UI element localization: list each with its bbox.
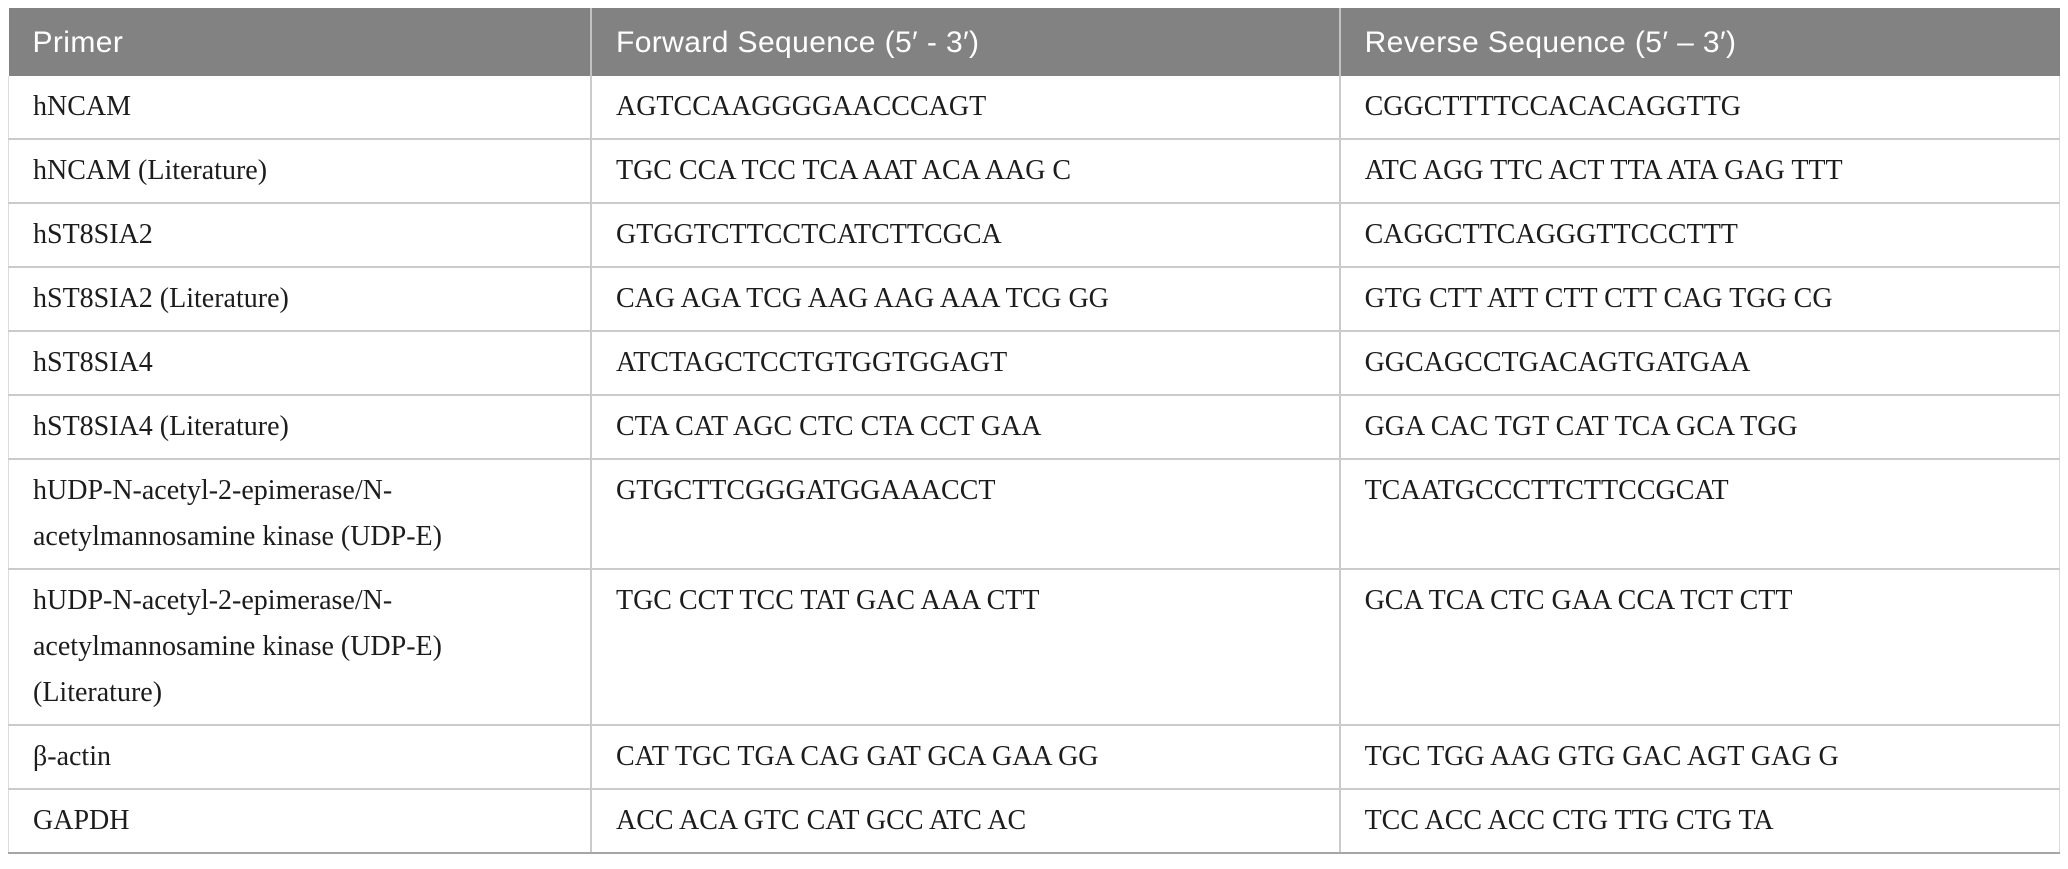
forward-sequence-cell: ATCTAGCTCCTGTGGTGGAGT [589, 331, 1340, 396]
primer-cell: hST8SIA2 (Literature) [7, 267, 591, 332]
primer-cell: hUDP-N-acetyl-2-epimerase/N- acetylmanno… [7, 459, 591, 570]
forward-sequence-cell: ACC ACA GTC CAT GCC ATC AC [589, 789, 1340, 854]
forward-sequence-cell: TGC CCT TCC TAT GAC AAA CTT [589, 569, 1340, 726]
table-row: GAPDH ACC ACA GTC CAT GCC ATC AC TCC ACC… [7, 789, 2060, 854]
reverse-sequence-cell: TCAATGCCCTTCTTCCGCAT [1338, 459, 2060, 570]
forward-sequence-cell: CAG AGA TCG AAG AAG AAA TCG GG [589, 267, 1340, 332]
primer-cell: hST8SIA4 (Literature) [7, 395, 591, 460]
forward-sequence-cell: GTGGTCTTCCTCATCTTCGCA [589, 203, 1340, 268]
table-row: β-actin CAT TGC TGA CAG GAT GCA GAA GG T… [7, 725, 2060, 790]
column-header-primer: Primer [8, 8, 591, 76]
reverse-sequence-cell: TCC ACC ACC CTG TTG CTG TA [1338, 789, 2060, 854]
reverse-sequence-cell: GGA CAC TGT CAT TCA GCA TGG [1338, 395, 2060, 460]
table-row: hST8SIA4 ATCTAGCTCCTGTGGTGGAGT GGCAGCCTG… [7, 331, 2060, 396]
primer-table-container: Primer Forward Sequence (5′ - 3′) Revers… [7, 8, 2060, 854]
primer-cell: β-actin [7, 725, 591, 790]
primer-cell: hST8SIA2 [7, 203, 591, 268]
reverse-sequence-cell: TGC TGG AAG GTG GAC AGT GAG G [1338, 725, 2060, 790]
header-row: Primer Forward Sequence (5′ - 3′) Revers… [8, 8, 2060, 76]
forward-sequence-cell: CAT TGC TGA CAG GAT GCA GAA GG [589, 725, 1340, 790]
primer-cell: GAPDH [7, 789, 591, 854]
forward-sequence-cell: CTA CAT AGC CTC CTA CCT GAA [589, 395, 1340, 460]
table-row: hUDP-N-acetyl-2-epimerase/N- acetylmanno… [7, 459, 2060, 570]
primer-table: Primer Forward Sequence (5′ - 3′) Revers… [7, 8, 2060, 854]
primer-cell: hUDP-N-acetyl-2-epimerase/N- acetylmanno… [7, 569, 591, 726]
column-header-reverse-sequence: Reverse Sequence (5′ – 3′) [1338, 8, 2060, 76]
table-row: hST8SIA2 GTGGTCTTCCTCATCTTCGCA CAGGCTTCA… [7, 203, 2060, 268]
reverse-sequence-cell: GGCAGCCTGACAGTGATGAA [1338, 331, 2060, 396]
table-row: hNCAM AGTCCAAGGGGAACCCAGT CGGCTTTTCCACAC… [7, 76, 2060, 140]
column-header-forward-sequence: Forward Sequence (5′ - 3′) [589, 8, 1340, 76]
forward-sequence-cell: GTGCTTCGGGATGGAAACCT [589, 459, 1340, 570]
forward-sequence-cell: TGC CCA TCC TCA AAT ACA AAG C [589, 139, 1340, 204]
reverse-sequence-cell: ATC AGG TTC ACT TTA ATA GAG TTT [1338, 139, 2060, 204]
primer-cell: hNCAM [7, 76, 591, 140]
table-row: hUDP-N-acetyl-2-epimerase/N- acetylmanno… [7, 569, 2060, 726]
table-row: hST8SIA4 (Literature) CTA CAT AGC CTC CT… [7, 395, 2060, 460]
table-row: hNCAM (Literature) TGC CCA TCC TCA AAT A… [7, 139, 2060, 204]
forward-sequence-cell: AGTCCAAGGGGAACCCAGT [589, 76, 1340, 140]
table-row: hST8SIA2 (Literature) CAG AGA TCG AAG AA… [7, 267, 2060, 332]
primer-cell: hST8SIA4 [7, 331, 591, 396]
primer-cell: hNCAM (Literature) [7, 139, 591, 204]
reverse-sequence-cell: GCA TCA CTC GAA CCA TCT CTT [1338, 569, 2060, 726]
reverse-sequence-cell: CGGCTTTTCCACACAGGTTG [1338, 76, 2060, 140]
reverse-sequence-cell: GTG CTT ATT CTT CTT CAG TGG CG [1338, 267, 2060, 332]
reverse-sequence-cell: CAGGCTTCAGGGTTCCCTTT [1338, 203, 2060, 268]
